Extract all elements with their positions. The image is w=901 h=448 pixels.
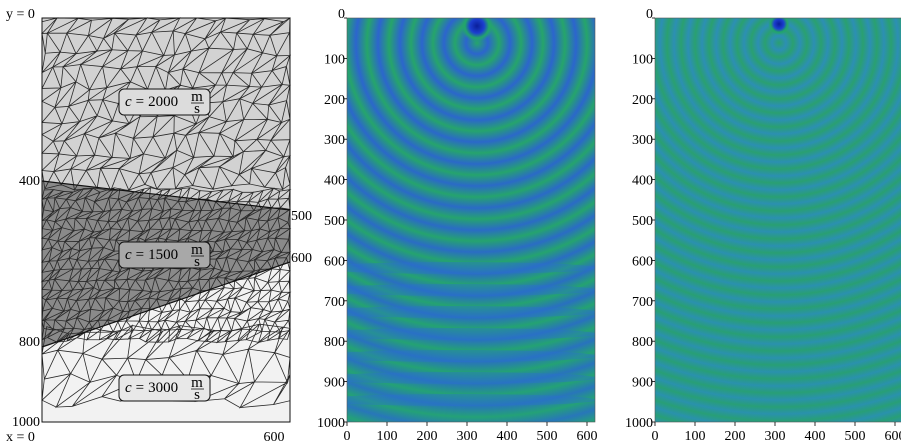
y-tick-label: 1000 (317, 416, 345, 431)
x-tick-label: 600 (577, 429, 598, 444)
wave-panel-2: 0 100 200 300 400 500 600 700 800 900 1000 0 100 200… (625, 7, 901, 444)
y-tick-label: 300 (632, 133, 653, 148)
y-tick-label: 100 (632, 52, 653, 67)
x-tick-label: 400 (497, 429, 518, 444)
svg-text:s: s (194, 387, 200, 403)
x-tick-label: 300 (765, 429, 786, 444)
x-tick-label: 100 (685, 429, 706, 444)
y-tick-label: 400 (632, 174, 653, 189)
interface-lower (41, 261, 291, 348)
svg-text:s: s (194, 254, 200, 270)
svg-text:c=2000: c = 2000 (125, 94, 178, 110)
x-tick-label: 600 (885, 429, 901, 444)
y-tick-label: 900 (632, 376, 653, 391)
mesh-border (41, 17, 291, 423)
y-tick-label: 900 (324, 376, 345, 391)
y-tick-label: 500 (324, 214, 345, 229)
mesh-tick-bottom-600: 600 (264, 430, 285, 445)
x-tick-label: 0 (652, 429, 659, 444)
x-tick-label: 200 (725, 429, 746, 444)
y-tick-label: 300 (324, 133, 345, 148)
x-tick-label: 500 (845, 429, 866, 444)
y-tick-label: 0 (338, 7, 345, 22)
y-tick-label: 200 (632, 93, 653, 108)
y-tick-label: 700 (324, 295, 345, 310)
y-tick-label: 500 (632, 214, 653, 229)
wave-panel-1: 0 100 200 300 400 500 600 700 800 900 1000 0 100 200… (317, 7, 598, 444)
corner-label-bottom: x = 0 (6, 430, 35, 445)
svg-text:m: m (191, 89, 203, 105)
svg-text:m: m (191, 375, 203, 391)
mesh-tick-right-500: 500 (291, 209, 312, 224)
mesh-tick-right-600: 600 (291, 251, 312, 266)
y-tick-label: 1000 (625, 416, 653, 431)
y-tick-label: 800 (632, 335, 653, 350)
corner-label-top: y = 0 (6, 7, 35, 22)
y-tick-label: 0 (646, 7, 653, 22)
mesh-edges (40, 17, 292, 409)
x-tick-label: 0 (344, 429, 351, 444)
svg-text:m: m (191, 242, 203, 258)
y-tick-label: 100 (324, 52, 345, 67)
y-tick-label: 700 (632, 295, 653, 310)
x-tick-label: 200 (417, 429, 438, 444)
x-tick-label: 100 (377, 429, 398, 444)
y-tick-label: 600 (324, 254, 345, 269)
y-tick-label: 600 (632, 254, 653, 269)
svg-text:c=3000: c = 3000 (125, 380, 178, 396)
mesh-panel: c = 2000 m s c = 1500 m s c = 3000 m s y = 0 x… (6, 7, 312, 445)
mesh-tick-800: 800 (19, 335, 40, 350)
x-tick-label: 300 (457, 429, 478, 444)
y-tick-label: 200 (324, 93, 345, 108)
velocity-label-top: c = 2000 m s (118, 88, 211, 117)
x-tick-label: 500 (537, 429, 558, 444)
svg-text:c=1500: c = 1500 (125, 247, 178, 263)
velocity-label-middle: c = 1500 m s (118, 241, 211, 270)
mesh-tick-400: 400 (19, 174, 40, 189)
mesh-tick-1000: 1000 (12, 415, 40, 430)
interface-upper (41, 180, 291, 211)
velocity-label-bottom: c = 3000 m s (118, 374, 211, 403)
source-1 (461, 18, 493, 42)
source-2 (768, 18, 790, 35)
svg-text:s: s (194, 101, 200, 117)
y-tick-label: 800 (324, 335, 345, 350)
x-tick-label: 400 (805, 429, 826, 444)
y-tick-label: 400 (324, 174, 345, 189)
